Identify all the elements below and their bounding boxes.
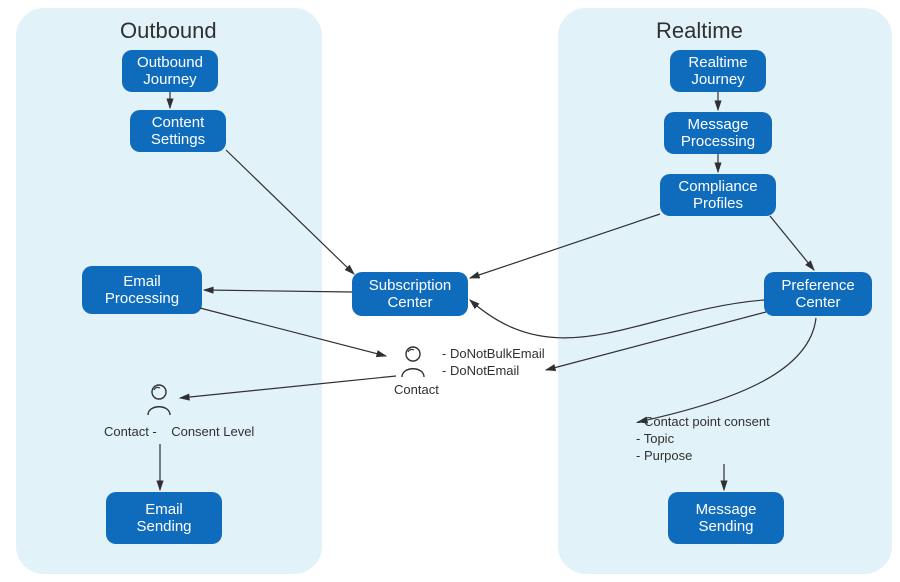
node-message-processing: MessageProcessing [664, 112, 772, 154]
consent-right-list: - Contact point consent - Topic - Purpos… [636, 414, 770, 465]
node-content-settings: ContentSettings [130, 110, 226, 152]
contact-center-label: Contact [394, 382, 439, 399]
contact-left-label: Contact - Consent Level [104, 424, 254, 441]
contact-icon-left [144, 382, 174, 416]
node-compliance-profiles: ComplianceProfiles [660, 174, 776, 216]
contact-center-attrs: - DoNotBulkEmail - DoNotEmail [442, 346, 545, 380]
contact-icon-center [398, 344, 428, 378]
node-preference-center: PreferenceCenter [764, 272, 872, 316]
node-email-sending: EmailSending [106, 492, 222, 544]
node-message-sending: MessageSending [668, 492, 784, 544]
node-email-processing: EmailProcessing [82, 266, 202, 314]
outbound-title: Outbound [120, 18, 217, 44]
node-realtime-journey: RealtimeJourney [670, 50, 766, 92]
node-subscription-center: SubscriptionCenter [352, 272, 468, 316]
realtime-title: Realtime [656, 18, 743, 44]
node-outbound-journey: OutboundJourney [122, 50, 218, 92]
